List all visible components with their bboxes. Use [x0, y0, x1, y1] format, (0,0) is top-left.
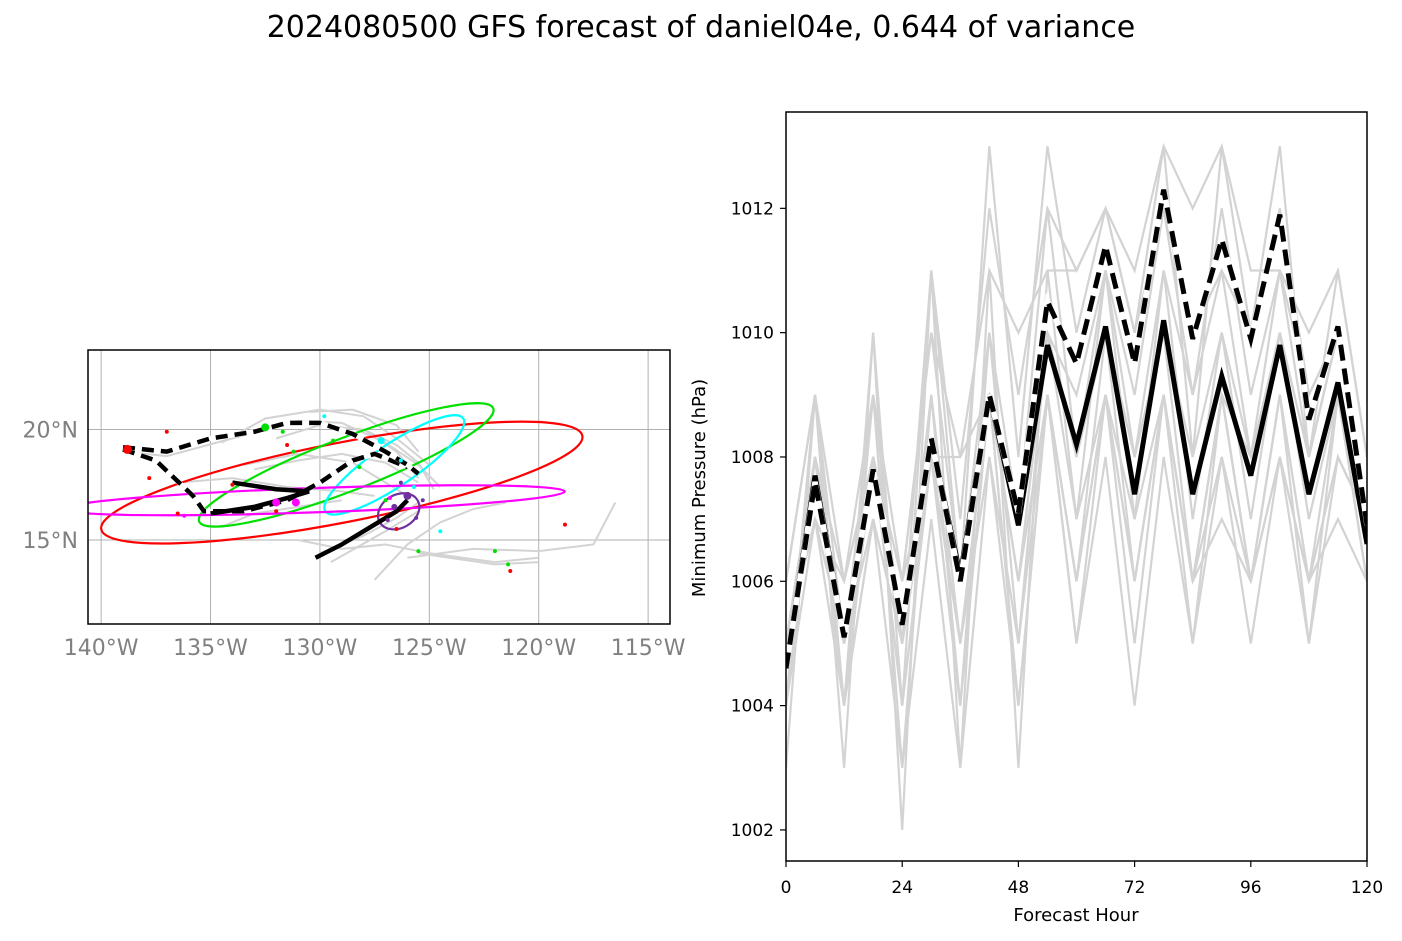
forecast-point — [285, 443, 290, 448]
pressure-panel: 0 24 48 72 96 120 1002 1004 1006 1008 1010 1012 Fo… — [689, 111, 1383, 926]
pressure-x-axis-label: Forecast Hour — [1013, 905, 1139, 926]
forecast-point — [322, 414, 327, 419]
ensemble-track — [407, 502, 617, 559]
forecast-point — [182, 513, 187, 518]
ensemble-track — [308, 408, 420, 453]
forecast-point — [261, 423, 270, 432]
dashed-series-underlay — [786, 189, 1367, 669]
forecast-point — [331, 438, 336, 443]
pressure-y-tick-label: 1012 — [731, 199, 774, 219]
mean-track-dashed — [122, 420, 420, 476]
map-x-tick-labels: 140°W 135°W 130°W 125°W 120°W 115°W — [64, 636, 686, 661]
map-x-tick-label: 115°W — [611, 636, 686, 661]
forecast-point — [385, 518, 390, 523]
ensemble-track — [330, 510, 419, 563]
forecast-point — [438, 529, 443, 534]
map-y-tick-label: 20°N — [23, 419, 78, 444]
forecast-point — [508, 568, 513, 573]
pressure-x-tick-label: 72 — [1124, 878, 1146, 898]
pressure-x-ticks: 0 24 48 72 96 120 — [781, 861, 1383, 898]
forecast-point — [175, 511, 180, 516]
forecast-point — [420, 498, 425, 503]
forecast-point — [230, 482, 235, 487]
pressure-y-ticks: 1002 1004 1006 1008 1010 1012 — [731, 199, 786, 841]
forecast-point — [403, 491, 412, 500]
ensemble-track — [373, 501, 507, 581]
forecast-point — [122, 444, 132, 454]
forecast-point — [414, 515, 419, 520]
forecast-point — [398, 480, 403, 485]
forecast-point — [272, 498, 281, 507]
pressure-y-tick-label: 1008 — [731, 448, 774, 468]
map-x-tick-label: 120°W — [501, 636, 576, 661]
uncertainty-ellipse — [100, 420, 584, 545]
forecast-point — [416, 549, 421, 554]
forecast-point — [387, 496, 392, 501]
forecast-point — [412, 485, 417, 489]
mean-track-solid — [314, 498, 410, 560]
forecast-point — [492, 549, 497, 554]
map-x-tick-label: 125°W — [392, 636, 467, 661]
forecast-point — [506, 562, 511, 567]
forecast-point — [377, 437, 385, 445]
map-y-tick-label: 15°N — [23, 529, 78, 554]
pressure-y-axis-label: Minimum Pressure (hPa) — [689, 379, 710, 597]
map-x-tick-label: 130°W — [283, 636, 358, 661]
forecast-point — [291, 498, 300, 507]
figure-title: 2024080500 GFS forecast of daniel04e, 0.… — [266, 10, 1136, 45]
pressure-x-tick-label: 24 — [891, 878, 913, 898]
pressure-x-tick-label: 120 — [1351, 878, 1383, 898]
map-content — [88, 402, 617, 581]
ensemble-pressure-line — [786, 332, 1367, 706]
map-frame — [87, 349, 671, 625]
pressure-y-tick-label: 1004 — [731, 697, 774, 717]
forecast-point — [164, 429, 169, 434]
pressure-x-tick-label: 0 — [781, 878, 792, 898]
forecast-point — [147, 476, 152, 481]
ensemble-track — [177, 477, 375, 497]
forecast-point — [398, 458, 403, 463]
forecast-point — [274, 509, 279, 514]
mean-track-dashed — [122, 447, 409, 514]
pressure-y-tick-label: 1006 — [731, 572, 774, 592]
forecast-point — [391, 503, 398, 510]
ensemble-pressure-line — [786, 205, 1367, 644]
uncertainty-ellipse — [197, 402, 495, 528]
map-y-tick-labels: 15°N 20°N — [23, 419, 78, 554]
forecast-point — [280, 429, 285, 434]
ensemble-track — [418, 552, 539, 566]
map-x-tick-label: 140°W — [64, 636, 139, 661]
pressure-y-tick-label: 1010 — [731, 324, 774, 344]
mean-track-solid — [210, 480, 310, 516]
forecast-point — [394, 526, 399, 531]
forecast-point — [383, 498, 388, 503]
forecast-point — [357, 465, 362, 470]
ensemble-track — [220, 408, 430, 466]
pressure-frame — [785, 111, 1368, 862]
pressure-x-tick-label: 48 — [1008, 878, 1030, 898]
ensemble-pressure-line — [786, 394, 1367, 706]
pressure-x-tick-label: 96 — [1240, 878, 1262, 898]
track-map-panel: 140°W 135°W 130°W 125°W 120°W 115°W 15°N 20°N — [23, 349, 686, 661]
pressure-content — [786, 142, 1367, 830]
map-x-tick-label: 135°W — [173, 636, 248, 661]
forecast-point — [291, 449, 296, 454]
pressure-y-tick-label: 1002 — [731, 821, 774, 841]
forecast-point — [562, 522, 567, 527]
